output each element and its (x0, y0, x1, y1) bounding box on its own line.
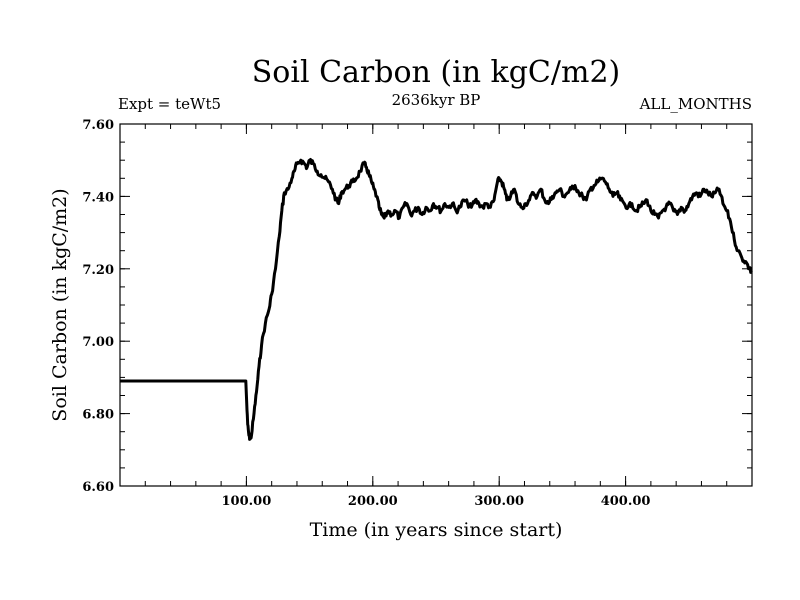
x-tick-label: 200.00 (348, 494, 398, 509)
y-tick-label: 7.60 (82, 118, 114, 133)
y-tick-label: 7.00 (82, 335, 114, 350)
soil-carbon-series-line (120, 158, 753, 441)
period-label: 2636kyr BP (392, 91, 481, 109)
y-tick-label: 6.60 (82, 480, 114, 495)
plot-frame (119, 123, 753, 487)
experiment-label: Expt = teWt5 (118, 95, 221, 113)
x-axis-label: Time (in years since start) (310, 519, 563, 541)
x-tick-label: 300.00 (474, 494, 524, 509)
x-tick-label: 100.00 (222, 494, 272, 509)
axis-ticks (120, 123, 752, 487)
y-tick-label: 7.40 (82, 190, 114, 205)
x-tick-label: 400.00 (601, 494, 651, 509)
y-axis-label: Soil Carbon (in kgC/m2) (49, 188, 71, 421)
months-label: ALL_MONTHS (639, 95, 752, 113)
y-tick-label: 6.80 (82, 408, 114, 423)
y-tick-label: 7.20 (82, 263, 114, 278)
chart-title: Soil Carbon (in kgC/m2) (252, 55, 620, 90)
tick-labels: 100.00 200.00 300.00 400.00 6.60 6.80 7.00 7.20… (82, 118, 650, 509)
